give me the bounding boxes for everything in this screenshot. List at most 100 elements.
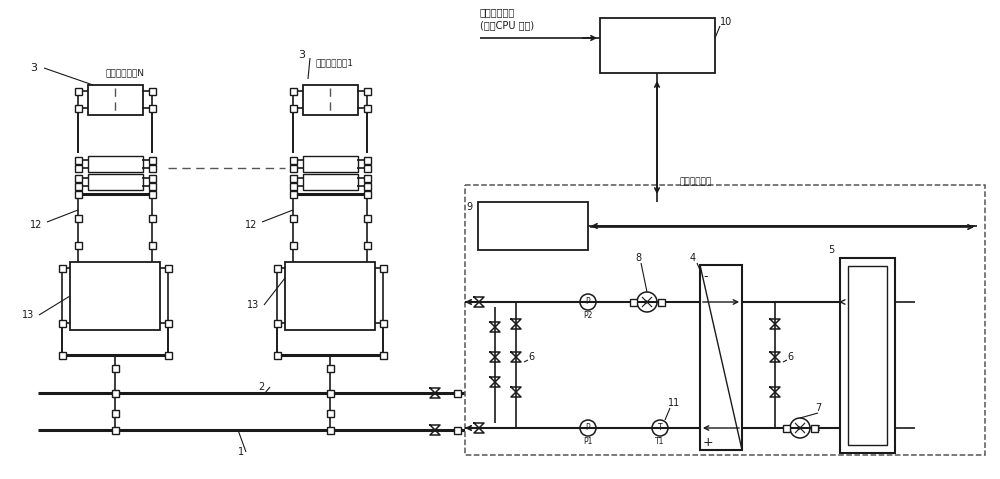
Bar bbox=[290, 157, 296, 163]
Bar bbox=[380, 352, 386, 358]
Bar bbox=[700, 265, 742, 450]
Text: (包拮CPU 温度): (包拮CPU 温度) bbox=[480, 20, 534, 30]
Bar bbox=[74, 215, 82, 221]
Bar bbox=[810, 424, 818, 432]
Bar bbox=[74, 164, 82, 171]
Bar bbox=[658, 298, 664, 306]
Bar bbox=[364, 88, 370, 94]
Bar bbox=[454, 426, 460, 433]
Text: 12: 12 bbox=[245, 220, 257, 230]
Text: 6: 6 bbox=[787, 352, 793, 362]
Bar bbox=[364, 215, 370, 221]
Bar bbox=[274, 352, 280, 358]
Bar bbox=[148, 88, 156, 94]
Text: 10: 10 bbox=[720, 17, 732, 27]
Text: 13: 13 bbox=[22, 310, 34, 320]
Bar bbox=[148, 157, 156, 163]
Bar bbox=[364, 164, 370, 171]
Bar bbox=[364, 174, 370, 182]
Bar bbox=[290, 164, 296, 171]
Text: P: P bbox=[586, 297, 590, 307]
Text: P1: P1 bbox=[583, 437, 593, 446]
Bar bbox=[326, 410, 334, 417]
Bar bbox=[326, 389, 334, 397]
Text: 9: 9 bbox=[466, 202, 472, 212]
Bar bbox=[164, 352, 172, 358]
Bar bbox=[290, 182, 296, 190]
Text: 6: 6 bbox=[528, 352, 534, 362]
Text: +: + bbox=[703, 435, 714, 448]
Bar bbox=[74, 104, 82, 112]
Text: 12: 12 bbox=[30, 220, 42, 230]
Text: 各服务器状态: 各服务器状态 bbox=[480, 7, 515, 17]
Text: 2: 2 bbox=[258, 382, 264, 392]
Bar bbox=[478, 202, 588, 250]
Bar bbox=[630, 298, 637, 306]
Bar bbox=[164, 264, 172, 272]
Bar bbox=[290, 241, 296, 249]
Bar bbox=[58, 264, 66, 272]
Bar bbox=[112, 410, 119, 417]
Bar bbox=[88, 156, 143, 172]
Text: T1: T1 bbox=[655, 437, 665, 446]
Bar bbox=[364, 157, 370, 163]
Bar bbox=[326, 426, 334, 433]
Bar bbox=[848, 266, 887, 445]
Text: 11: 11 bbox=[668, 398, 680, 408]
Text: P2: P2 bbox=[583, 311, 593, 320]
Text: 液冷控制单元: 液冷控制单元 bbox=[680, 178, 712, 186]
Bar bbox=[148, 241, 156, 249]
Bar bbox=[303, 85, 358, 115]
Text: T: T bbox=[658, 423, 662, 433]
Bar bbox=[148, 182, 156, 190]
Bar bbox=[274, 264, 280, 272]
Bar bbox=[600, 18, 715, 73]
Bar bbox=[285, 262, 375, 330]
Bar bbox=[74, 157, 82, 163]
Bar bbox=[290, 174, 296, 182]
Bar bbox=[112, 389, 119, 397]
Bar bbox=[148, 215, 156, 221]
Bar bbox=[326, 365, 334, 372]
Text: 3: 3 bbox=[298, 50, 305, 60]
Bar bbox=[74, 88, 82, 94]
Text: 液冷分配单元1: 液冷分配单元1 bbox=[315, 58, 353, 68]
Bar bbox=[290, 215, 296, 221]
Text: P: P bbox=[586, 423, 590, 433]
Bar bbox=[290, 191, 296, 197]
Bar bbox=[364, 182, 370, 190]
Bar bbox=[74, 182, 82, 190]
Bar bbox=[364, 241, 370, 249]
Bar bbox=[380, 319, 386, 327]
Bar bbox=[112, 365, 119, 372]
Bar bbox=[58, 319, 66, 327]
Text: 5: 5 bbox=[828, 245, 834, 255]
Text: 1: 1 bbox=[238, 447, 244, 457]
Bar bbox=[112, 426, 119, 433]
Bar bbox=[274, 319, 280, 327]
Bar bbox=[454, 389, 460, 397]
Bar bbox=[88, 174, 143, 190]
Bar bbox=[148, 104, 156, 112]
Bar bbox=[74, 241, 82, 249]
Bar bbox=[74, 174, 82, 182]
Bar bbox=[465, 185, 985, 455]
Text: 7: 7 bbox=[815, 403, 821, 413]
Text: 4: 4 bbox=[690, 253, 696, 263]
Text: -: - bbox=[703, 271, 708, 284]
Bar bbox=[303, 156, 358, 172]
Bar bbox=[88, 85, 143, 115]
Bar bbox=[74, 191, 82, 197]
Bar bbox=[58, 352, 66, 358]
Bar bbox=[364, 191, 370, 197]
Bar bbox=[148, 174, 156, 182]
Bar bbox=[380, 264, 386, 272]
Bar bbox=[290, 104, 296, 112]
Text: 13: 13 bbox=[247, 300, 259, 310]
Bar bbox=[148, 164, 156, 171]
Bar bbox=[782, 424, 790, 432]
Bar bbox=[840, 258, 895, 453]
Bar bbox=[70, 262, 160, 330]
Bar bbox=[164, 319, 172, 327]
Text: 8: 8 bbox=[635, 253, 641, 263]
